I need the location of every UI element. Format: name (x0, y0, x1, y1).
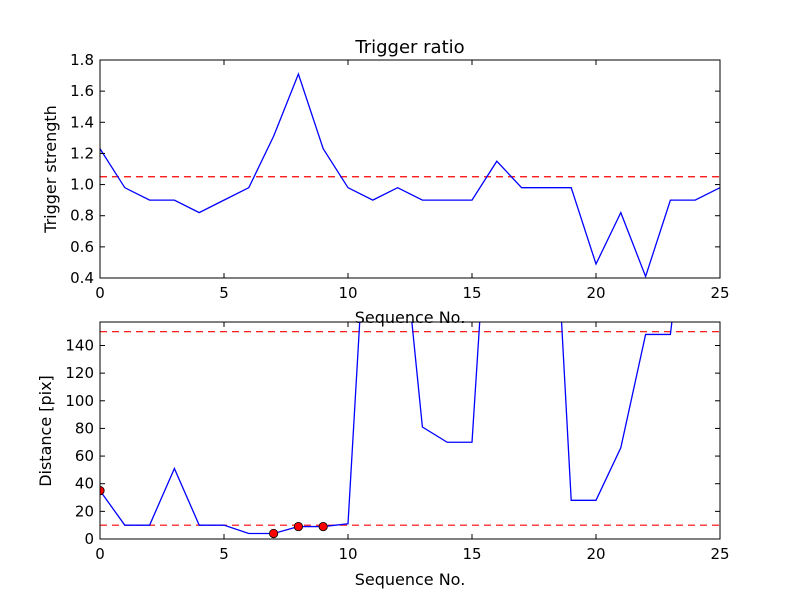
y-tick-label: 120 (65, 364, 94, 382)
x-tick-label: 20 (586, 284, 605, 302)
y-tick-label: 140 (65, 336, 94, 354)
x-tick-label: 5 (219, 545, 229, 563)
y-tick-label: 80 (75, 419, 94, 437)
x-tick-label: 15 (462, 545, 481, 563)
y-tick-label: 1.0 (70, 176, 94, 194)
y-tick-label: 40 (75, 475, 94, 493)
y-tick-label: 60 (75, 447, 94, 465)
x-tick-label: 20 (586, 545, 605, 563)
series-line (100, 322, 673, 535)
y-tick-label: 1.6 (70, 82, 94, 100)
y-tick-label: 1.2 (70, 144, 94, 162)
plot-data (100, 322, 720, 539)
y-axis-label: Distance [pix] (36, 375, 55, 487)
data-point-marker (318, 521, 328, 532)
x-tick-label: 5 (219, 284, 229, 302)
y-tick-label: 0 (84, 530, 94, 548)
distance-chart: Sequence No. Distance [pix] 0 5 10 15 20 25 0 2… (36, 321, 730, 589)
y-tick-label: 20 (75, 502, 94, 520)
series-line (100, 72, 720, 278)
x-tick-label: 25 (710, 284, 729, 302)
x-tick-label: 10 (338, 284, 357, 302)
x-axis-label: Sequence No. (355, 308, 466, 327)
chart-title: Trigger ratio (354, 37, 464, 58)
plot-area: 0 5 10 15 20 25 0.4 0.6 0.8 1.0 1.2 1.4 1.6 1.8 (70, 51, 729, 302)
x-tick-label: 0 (95, 284, 105, 302)
axes-frame (99, 59, 721, 279)
y-axis-label: Trigger strength (41, 105, 60, 234)
y-tick-label: 100 (65, 392, 94, 410)
plot-data (100, 72, 720, 278)
x-tick-label: 25 (710, 545, 729, 563)
axes-frame (99, 321, 721, 540)
y-tick-label: 0.8 (70, 207, 94, 225)
data-point-marker (268, 528, 279, 539)
plot-area: 0 5 10 15 20 25 0 20 40 60 80 100 120 140 (65, 321, 730, 563)
y-tick-label: 1.4 (70, 113, 94, 131)
y-tick-label: 1.8 (70, 51, 94, 69)
y-tick-label: 0.4 (70, 269, 94, 287)
x-tick-label: 10 (338, 545, 357, 563)
data-point-marker (293, 521, 303, 532)
trigger-ratio-chart: Trigger ratio Sequence No. Trigger stren… (41, 37, 730, 327)
x-tick-label: 15 (462, 284, 481, 302)
x-axis-label: Sequence No. (355, 570, 466, 589)
y-tick-label: 0.6 (70, 238, 94, 256)
x-tick-label: 0 (95, 545, 105, 563)
